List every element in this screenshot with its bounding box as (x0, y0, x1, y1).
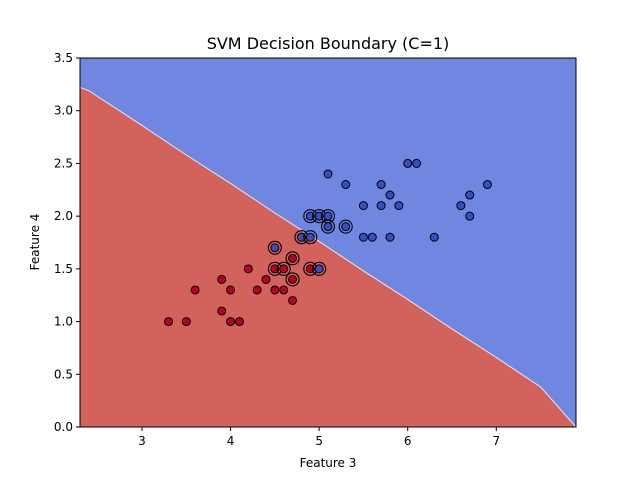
y-tick-label: 1.0 (54, 315, 73, 329)
support-vector-ring (320, 219, 336, 234)
data-point-class-0 (181, 317, 191, 327)
support-vector-point (296, 232, 306, 242)
data-point-class-0 (217, 306, 227, 316)
support-vector-ring (267, 240, 282, 255)
data-point-class-0 (217, 274, 227, 284)
data-point-class-1 (385, 232, 395, 242)
data-point-class-1 (376, 201, 386, 211)
x-tick-label: 3 (138, 434, 146, 448)
data-points (164, 158, 492, 327)
y-tick-label: 2.5 (54, 156, 73, 170)
support-vector-ring (312, 261, 327, 276)
support-vector-ring (276, 261, 291, 276)
y-tick-label: 3.0 (54, 104, 73, 118)
x-axis-label: Feature 3 (300, 456, 357, 470)
data-point-class-0 (226, 317, 236, 327)
support-vector-point (323, 211, 333, 221)
support-vector-point (314, 264, 324, 274)
support-vector-point (288, 253, 298, 263)
data-point-class-0 (164, 317, 174, 327)
data-point-class-1 (367, 232, 377, 242)
data-point-class-1 (385, 190, 395, 200)
support-vectors (267, 209, 353, 287)
x-tick-label: 7 (492, 434, 500, 448)
data-point-class-1 (482, 180, 492, 190)
plot-area (80, 58, 576, 427)
data-point-class-1 (465, 190, 475, 200)
data-point-class-1 (376, 180, 386, 190)
support-vector-point (314, 211, 324, 221)
x-tick-label: 6 (404, 434, 412, 448)
support-vector-point (270, 264, 280, 274)
data-point-class-1 (412, 158, 422, 168)
support-vector-ring (285, 272, 300, 287)
support-vector-point (323, 222, 333, 232)
data-point-class-1 (358, 201, 368, 211)
data-point-class-1 (456, 201, 466, 211)
y-tick-label: 1.5 (54, 262, 73, 276)
support-vector-ring (303, 230, 318, 245)
data-point-class-1 (341, 180, 351, 190)
data-point-class-1 (465, 211, 475, 221)
y-tick-label: 0.5 (54, 367, 73, 381)
region-class-0 (80, 87, 576, 427)
support-vector-ring (338, 219, 353, 234)
x-axis-ticks: 3 4 5 6 7 (138, 427, 500, 448)
x-tick-label: 4 (227, 434, 235, 448)
decision-boundary (80, 87, 576, 427)
y-axis-label: Feature 4 (28, 214, 42, 271)
data-point-class-1 (403, 158, 413, 168)
chart-title: SVM Decision Boundary (C=1) (207, 34, 450, 53)
support-vector-point (341, 222, 351, 232)
data-point-class-0 (234, 317, 244, 327)
support-vector-ring (285, 251, 300, 266)
data-point-class-0 (279, 285, 289, 295)
data-point-class-0 (226, 285, 236, 295)
y-axis-ticks: 0.0 0.5 1.0 1.5 2.0 2.5 3.0 3.5 (54, 51, 80, 434)
data-point-class-0 (243, 264, 253, 274)
support-vector-point (270, 243, 280, 253)
y-tick-label: 0.0 (54, 420, 73, 434)
y-tick-label: 3.5 (54, 51, 73, 65)
data-point-class-0 (261, 274, 271, 284)
support-vector-point (305, 264, 315, 274)
data-point-class-0 (270, 285, 280, 295)
data-point-class-0 (190, 285, 200, 295)
data-point-class-1 (323, 169, 333, 179)
data-point-class-1 (358, 232, 368, 242)
support-vector-point (305, 211, 315, 221)
support-vector-point (279, 264, 289, 274)
x-tick-label: 5 (315, 434, 323, 448)
data-point-class-0 (252, 285, 262, 295)
data-point-class-0 (288, 295, 298, 305)
support-vector-point (288, 274, 298, 284)
data-point-class-1 (429, 232, 439, 242)
plot-frame (79, 57, 577, 428)
y-tick-label: 2.0 (54, 209, 73, 223)
data-point-class-1 (394, 201, 404, 211)
support-vector-point (305, 232, 315, 242)
